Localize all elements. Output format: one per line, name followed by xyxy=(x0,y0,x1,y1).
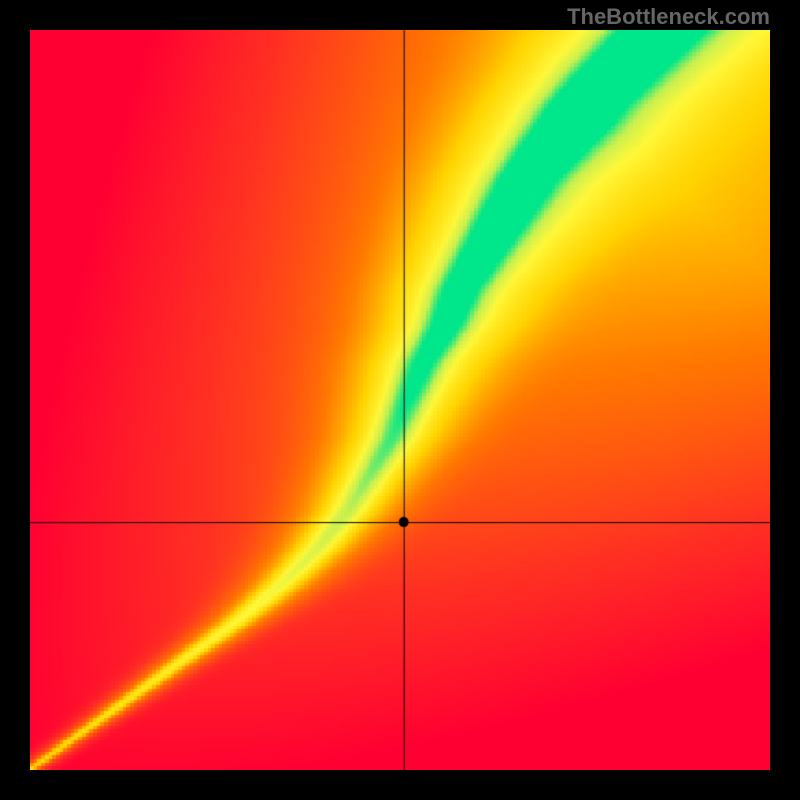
watermark-text: TheBottleneck.com xyxy=(567,4,770,30)
heatmap-plot xyxy=(30,30,770,770)
chart-container: { "canvas": { "width": 800, "height": 80… xyxy=(0,0,800,800)
